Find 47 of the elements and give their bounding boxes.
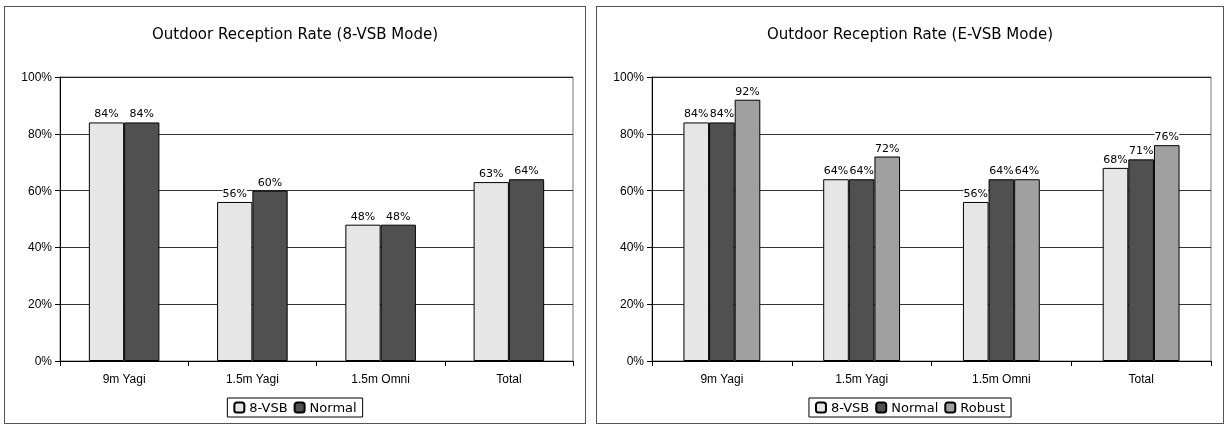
data-label: 84% <box>709 107 735 121</box>
legend-label: Robust <box>960 400 1006 415</box>
y-tick-label: 100% <box>613 70 645 84</box>
y-tick-label: 60% <box>27 183 53 198</box>
data-label: 64% <box>514 164 539 178</box>
data-label: 76% <box>1154 130 1179 144</box>
data-label: 84% <box>94 107 119 121</box>
y-tick-label: 20% <box>619 297 645 312</box>
chart-title: Outdoor Reception Rate (8-VSB Mode) <box>151 24 439 43</box>
y-tick-label: 100% <box>21 70 53 84</box>
data-label: 56% <box>963 186 988 200</box>
data-label: 60% <box>257 175 283 189</box>
y-tick-label: 0% <box>34 354 53 368</box>
x-tick-label: 1.5m Yagi <box>225 372 279 386</box>
x-tick-label: 9m Yagi <box>700 372 744 386</box>
data-label: 56% <box>222 186 247 200</box>
data-label: 48% <box>350 209 376 223</box>
data-label: 92% <box>735 84 760 98</box>
data-label: 68% <box>1103 152 1128 166</box>
legend-label: 8-VSB <box>249 400 288 415</box>
data-label: 71% <box>1128 144 1154 158</box>
data-label: 48% <box>386 209 411 223</box>
y-tick-label: 80% <box>619 126 645 141</box>
data-label: 64% <box>849 164 874 178</box>
y-tick-label: 0% <box>626 354 645 368</box>
legend-label: Normal <box>309 400 357 415</box>
x-tick-label: 9m Yagi <box>102 372 146 386</box>
data-label: 64% <box>823 164 849 178</box>
x-tick-label: 1.5m Omni <box>972 372 1031 386</box>
data-label: 72% <box>875 141 900 155</box>
y-tick-label: 60% <box>619 183 645 198</box>
chart-title: Outdoor Reception Rate (E-VSB Mode) <box>766 24 1054 43</box>
data-label: 64% <box>1014 164 1040 178</box>
x-tick-label: Total <box>1128 372 1154 386</box>
data-label: 84% <box>684 107 709 121</box>
legend-label: 8-VSB <box>830 400 870 415</box>
legend-label: Normal <box>891 400 939 415</box>
y-tick-label: 40% <box>27 240 53 255</box>
data-label: 63% <box>479 167 504 181</box>
data-label: 84% <box>129 107 154 121</box>
x-tick-label: 1.5m Yagi <box>835 372 889 386</box>
y-tick-label: 80% <box>27 126 53 141</box>
y-tick-label: 20% <box>27 297 53 312</box>
x-tick-label: Total <box>496 372 522 386</box>
data-label: 64% <box>989 164 1014 178</box>
x-tick-label: 1.5m Omni <box>351 372 410 386</box>
y-tick-label: 40% <box>619 240 645 255</box>
